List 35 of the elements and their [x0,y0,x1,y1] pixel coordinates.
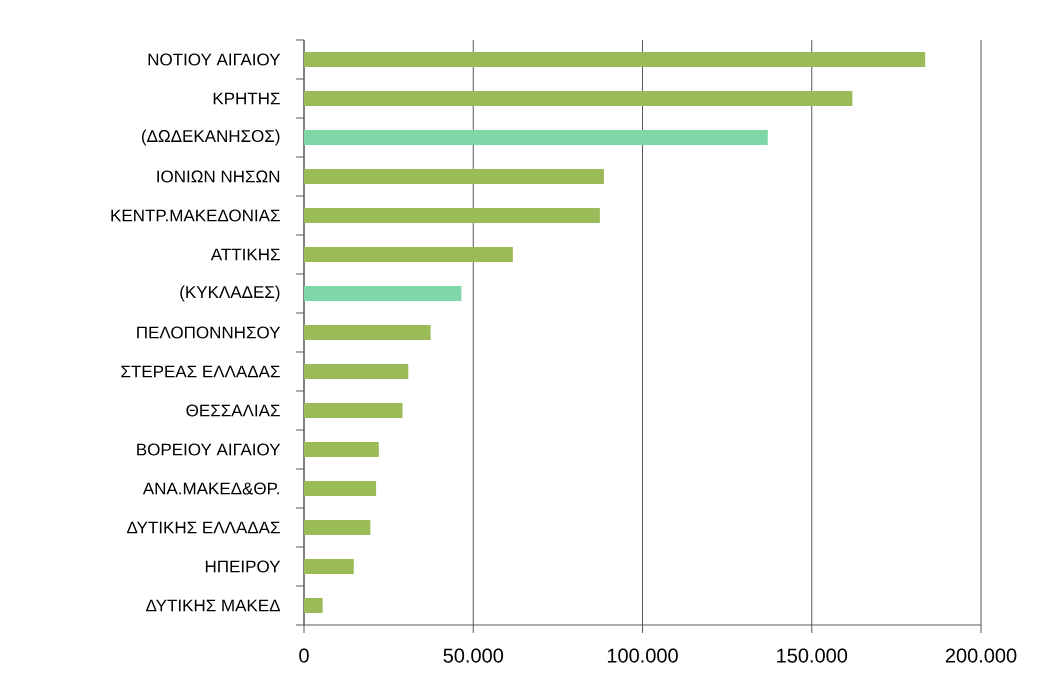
y-tick-label: ΠΕΛΟΠΟΝΝΗΣΟΥ [137,326,281,339]
x-tick-label: 50.000 [443,648,504,663]
bar [304,363,409,379]
bar [304,441,379,457]
y-tick-label: ΝΟΤΙΟΥ ΑΙΓΑΙΟΥ [148,53,281,66]
y-tick-label: (ΚΥΚΛΑΔΕΣ) [180,285,280,302]
x-tick-label: 100.000 [607,648,678,663]
y-tick-label: ΑΤΤΙΚΗΣ [210,248,280,261]
y-tick-label: ΣΤΕΡΕΑΣ ΕΛΛΑΔΑΣ [121,365,280,378]
bar [304,168,604,184]
bar [304,90,853,106]
bar [304,480,377,496]
bar [304,597,323,613]
x-tick-label: 0 [299,648,309,663]
bar [304,129,768,145]
y-tick-label: ΘΕΣΣΑΛΙΑΣ [186,404,280,417]
y-tick-label: ΔΥΤΙΚΗΣ ΜΑΚΕΔ [146,599,280,612]
x-tick-label: 200.000 [945,648,1017,663]
y-tick-label: (ΔΩΔΕΚΑΝΗΣΟΣ) [141,129,280,146]
bar [304,246,513,262]
y-tick-label: ΑΝΑ.ΜΑΚΕΔ&ΘΡ. [142,482,279,495]
bar [304,402,403,418]
bar [304,558,354,574]
bar [304,51,926,67]
bar [304,519,371,535]
y-tick-label: ΚΕΝΤΡ.ΜΑΚΕΔΟΝΙΑΣ [111,209,280,222]
bar [304,207,600,223]
y-tick-label: ΗΠΕΙΡΟΥ [205,560,281,573]
y-tick-label: ΔΥΤΙΚΗΣ ΕΛΛΑΔΑΣ [127,521,280,534]
y-tick-label: ΙΟΝΙΩΝ ΝΗΣΩΝ [157,170,280,183]
bar [304,285,462,301]
y-tick-label: ΒΟΡΕΙΟΥ ΑΙΓΑΙΟΥ [137,443,281,456]
y-tick-label: ΚΡΗΤΗΣ [213,92,280,105]
x-tick-label: 150.000 [777,648,848,663]
bar [304,324,431,340]
